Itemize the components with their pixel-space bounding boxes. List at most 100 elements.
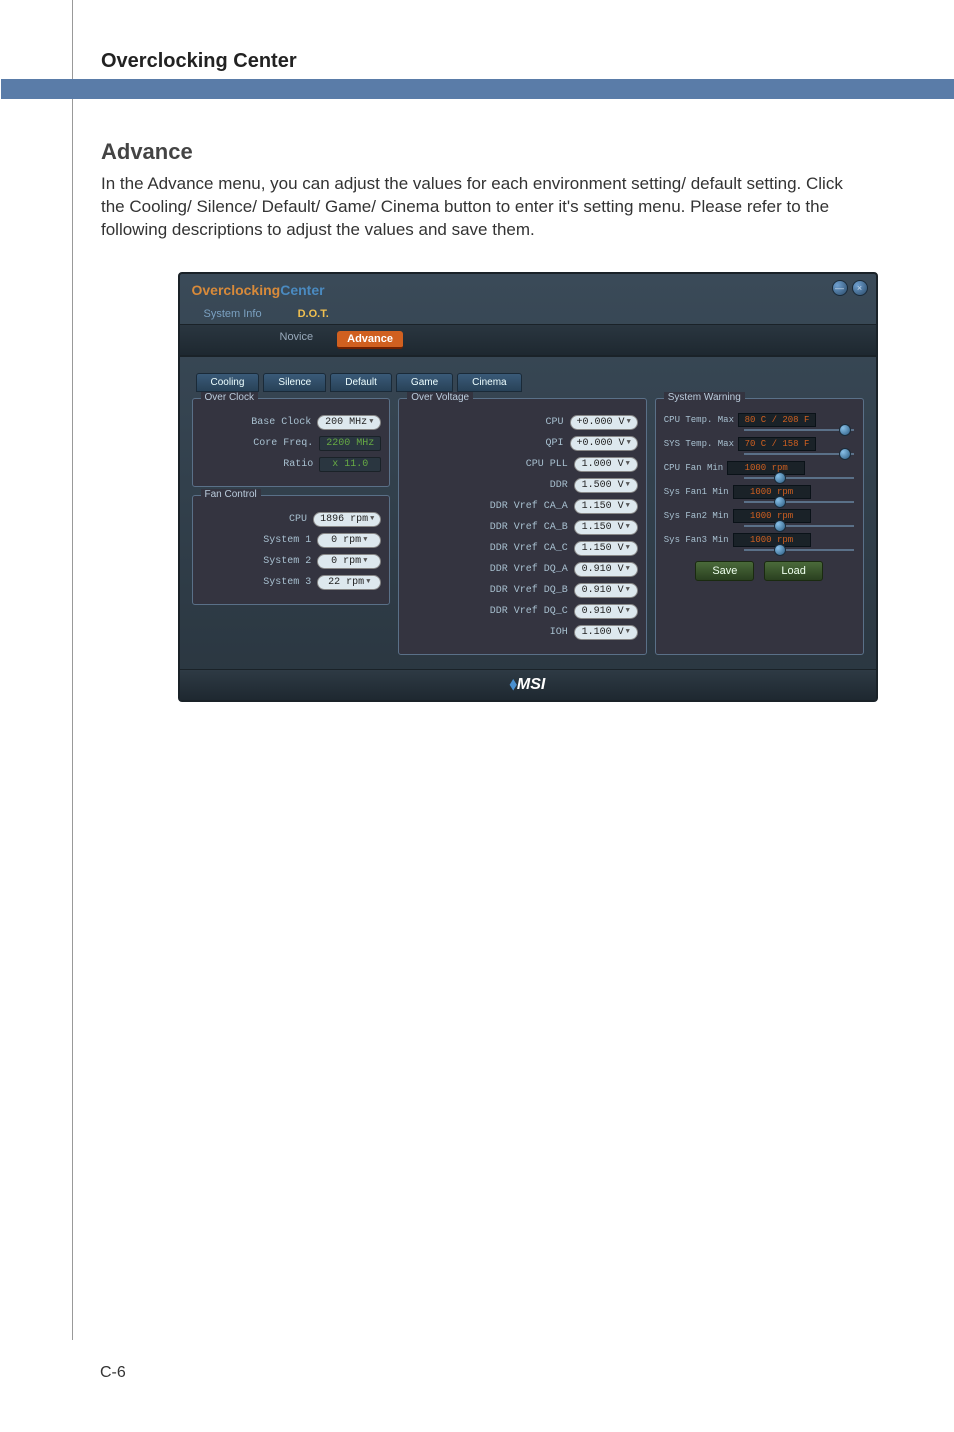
warning-label: CPU Temp. Max — [664, 415, 734, 425]
page-number: C-6 — [100, 1364, 126, 1382]
warning-slider[interactable] — [744, 429, 854, 431]
voltage-row: CPU +0.000 V▼ — [407, 415, 637, 430]
section-title: Advance — [101, 139, 954, 165]
warning-label: Sys Fan2 Min — [664, 511, 729, 521]
subtab-advance[interactable]: Advance — [337, 331, 403, 349]
fan-sys2-label: System 2 — [263, 556, 311, 567]
warning-group: System Warning CPU Temp. Max80 C / 208 F… — [655, 398, 864, 655]
mode-silence[interactable]: Silence — [263, 373, 326, 392]
voltage-row: DDR Vref CA_C 1.150 V▼ — [407, 541, 637, 556]
fan-sys3-value[interactable]: 22 rpm▼ — [317, 575, 381, 590]
chevron-down-icon: ▼ — [626, 502, 630, 510]
slider-knob[interactable] — [839, 448, 851, 460]
save-button[interactable]: Save — [695, 561, 754, 581]
warning-row: CPU Temp. Max 80 C / 208 F — [664, 413, 855, 427]
page-header: Overclocking Center — [101, 50, 954, 73]
base-clock-value[interactable]: 200 MHz▼ — [317, 415, 381, 430]
base-clock-label: Base Clock — [251, 417, 311, 428]
voltage-value[interactable]: 1.150 V▼ — [574, 541, 638, 556]
chevron-down-icon: ▼ — [626, 607, 630, 615]
slider-knob[interactable] — [839, 424, 851, 436]
mode-cinema[interactable]: Cinema — [457, 373, 521, 392]
ratio-value: x 11.0 — [319, 457, 381, 472]
warning-value: 80 C / 208 F — [738, 413, 816, 427]
body-text: In the Advance menu, you can adjust the … — [101, 173, 861, 242]
voltage-row: DDR Vref CA_B 1.150 V▼ — [407, 520, 637, 535]
voltage-label: DDR Vref DQ_A — [490, 564, 568, 575]
voltage-label: DDR Vref CA_B — [490, 522, 568, 533]
minimize-button[interactable]: — — [832, 280, 848, 296]
brand-word-2: Center — [280, 282, 324, 298]
fan-sys2-value[interactable]: 0 rpm▼ — [317, 554, 381, 569]
voltage-label: DDR Vref DQ_B — [490, 585, 568, 596]
warning-value: 70 C / 158 F — [738, 437, 816, 451]
overclock-group: Over Clock Base Clock 200 MHz▼ Core Freq… — [192, 398, 391, 487]
load-button[interactable]: Load — [764, 561, 822, 581]
voltage-value[interactable]: +0.000 V▼ — [570, 436, 638, 451]
tab-system-info[interactable]: System Info — [196, 304, 270, 324]
warning-label: Sys Fan1 Min — [664, 487, 729, 497]
mode-default[interactable]: Default — [330, 373, 392, 392]
voltage-label: DDR Vref CA_C — [490, 543, 568, 554]
voltage-row: CPU PLL 1.000 V▼ — [407, 457, 637, 472]
voltage-value[interactable]: 1.150 V▼ — [574, 499, 638, 514]
voltage-value[interactable]: 1.150 V▼ — [574, 520, 638, 535]
chevron-down-icon: ▼ — [626, 544, 630, 552]
warning-slider[interactable] — [744, 453, 854, 455]
slider-knob[interactable] — [774, 496, 786, 508]
warning-slider[interactable] — [744, 549, 854, 551]
warning-slider[interactable] — [744, 525, 854, 527]
slider-knob[interactable] — [774, 472, 786, 484]
chevron-down-icon: ▼ — [626, 460, 630, 468]
voltage-row: DDR Vref DQ_A 0.910 V▼ — [407, 562, 637, 577]
voltage-label: DDR — [550, 480, 568, 491]
mode-cooling[interactable]: Cooling — [196, 373, 260, 392]
voltage-value[interactable]: 0.910 V▼ — [574, 604, 638, 619]
warning-row: Sys Fan2 Min 1000 rpm — [664, 509, 855, 523]
fan-sys1-value[interactable]: 0 rpm▼ — [317, 533, 381, 548]
chevron-down-icon: ▼ — [369, 418, 373, 426]
voltage-value[interactable]: 1.500 V▼ — [574, 478, 638, 493]
chevron-down-icon: ▼ — [363, 557, 367, 565]
close-button[interactable]: × — [852, 280, 868, 296]
fan-sys1-label: System 1 — [263, 535, 311, 546]
warning-row: Sys Fan3 Min1000 rpm — [664, 533, 855, 547]
warning-value: 1000 rpm — [733, 533, 811, 547]
voltage-row: DDR 1.500 V▼ — [407, 478, 637, 493]
fan-cpu-value[interactable]: 1896 rpm▼ — [313, 512, 381, 527]
chevron-down-icon: ▼ — [627, 418, 631, 426]
warning-title: System Warning — [664, 392, 745, 403]
warning-slider[interactable] — [744, 501, 854, 503]
voltage-label: DDR Vref CA_A — [490, 501, 568, 512]
fan-sys3-label: System 3 — [263, 577, 311, 588]
warning-label: SYS Temp. Max — [664, 439, 734, 449]
voltage-label: CPU — [546, 417, 564, 428]
warning-row: SYS Temp. Max 70 C / 158 F — [664, 437, 855, 451]
fan-title: Fan Control — [201, 489, 261, 500]
voltage-row: DDR Vref DQ_B 0.910 V▼ — [407, 583, 637, 598]
chevron-down-icon: ▼ — [626, 586, 630, 594]
chevron-down-icon: ▼ — [626, 565, 630, 573]
warning-row: Sys Fan1 Min1000 rpm — [664, 485, 855, 499]
slider-knob[interactable] — [774, 544, 786, 556]
warning-slider[interactable] — [744, 477, 854, 479]
voltage-value[interactable]: +0.000 V▼ — [570, 415, 638, 430]
voltage-value[interactable]: 1.100 V▼ — [574, 625, 638, 640]
warning-label: CPU Fan Min — [664, 463, 723, 473]
voltage-label: DDR Vref DQ_C — [490, 606, 568, 617]
warning-value: 1000 rpm — [727, 461, 805, 475]
logo-arrow-icon: ⬧ — [510, 676, 517, 693]
voltage-label: CPU PLL — [526, 459, 568, 470]
voltage-value[interactable]: 0.910 V▼ — [574, 562, 638, 577]
warning-value: 1000 rpm — [733, 509, 811, 523]
mode-game[interactable]: Game — [396, 373, 453, 392]
subtab-novice[interactable]: Novice — [280, 331, 314, 349]
voltage-value[interactable]: 0.910 V▼ — [574, 583, 638, 598]
tab-dot[interactable]: D.O.T. — [290, 304, 337, 324]
slider-knob[interactable] — [774, 520, 786, 532]
voltage-value[interactable]: 1.000 V▼ — [574, 457, 638, 472]
chevron-down-icon: ▼ — [370, 515, 374, 523]
voltage-label: QPI — [546, 438, 564, 449]
brand-word-1: Overclocking — [192, 282, 281, 298]
voltage-row: QPI +0.000 V▼ — [407, 436, 637, 451]
